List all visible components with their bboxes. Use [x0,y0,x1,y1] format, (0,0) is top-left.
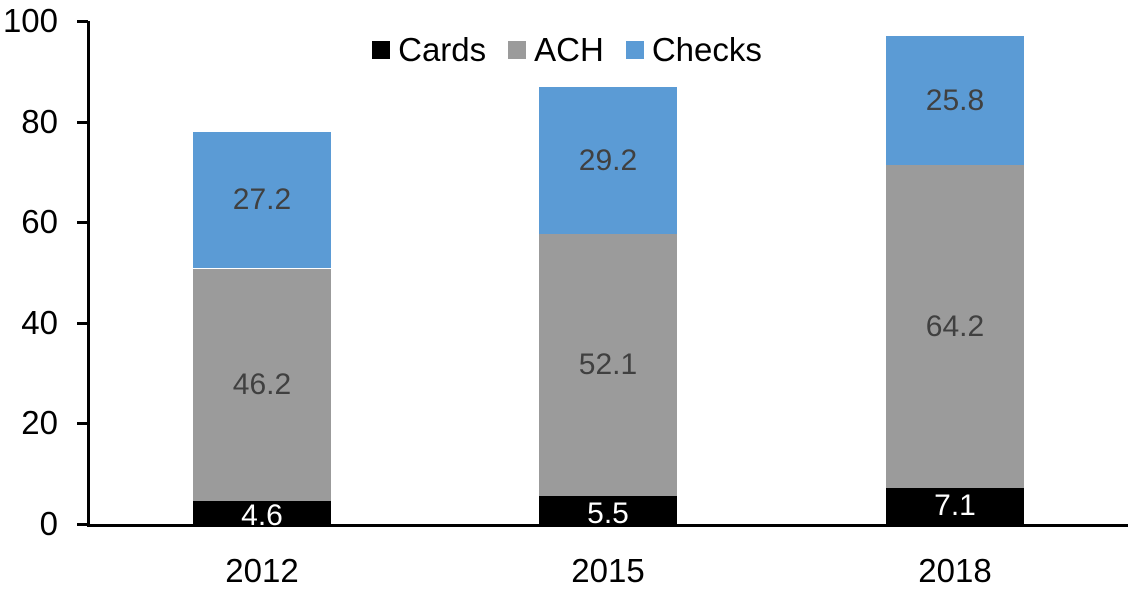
data-label-checks-2015: 29.2 [578,143,638,177]
bar-segment-checks-2015 [539,87,677,235]
x-axis-label-2012: 2012 [225,552,299,589]
data-label-cards-2012: 4.6 [241,499,283,533]
data-label-checks-2018: 25.8 [925,83,985,117]
y-axis-tick [77,221,88,225]
legend-label: Checks [651,31,762,68]
legend-swatch-ach [508,41,527,59]
y-axis-tick-label: 60 [21,203,58,241]
data-label-cards-2015: 5.5 [587,497,629,531]
data-label-cards-2018: 7.1 [934,489,976,523]
y-axis-tick-label: 0 [39,505,58,542]
x-axis-line [87,524,1128,527]
bar-segment-cards-2018 [886,488,1024,524]
bar-segment-ach-2018 [886,165,1024,489]
legend-swatch-checks [625,41,644,59]
x-axis-label-2018: 2018 [918,552,992,589]
bar-segment-cards-2012 [193,500,331,524]
legend-item-checks: Checks [625,31,762,69]
data-label-ach-2018: 64.2 [925,309,985,343]
bar-segment-ach-2015 [539,234,677,497]
legend-label: Cards [398,31,487,68]
y-axis-tick [77,321,88,325]
data-label-ach-2015: 52.1 [578,348,638,382]
y-axis-tick [77,20,88,23]
data-label-ach-2012: 46.2 [232,367,292,401]
y-axis-tick-label: 100 [2,2,58,39]
y-axis-tick-label: 40 [21,303,58,341]
chart-legend: Cards ACH Checks [0,31,1134,69]
y-axis-tick [77,523,88,526]
x-axis-label-2015: 2015 [571,552,645,589]
legend-item-cards: Cards [372,31,486,69]
bar-segment-ach-2012 [193,268,331,501]
y-axis-tick-label: 20 [21,404,58,442]
legend-item-ach: ACH [508,31,604,69]
y-axis-tick [77,422,88,426]
data-label-checks-2012: 27.2 [232,183,292,217]
y-axis-tick [77,120,88,124]
legend-swatch-cards [372,41,391,59]
y-axis-line [87,21,90,527]
y-axis-tick-label: 80 [21,102,58,140]
bar-segment-cards-2015 [539,496,677,524]
bar-segment-checks-2018 [886,35,1024,166]
legend-label: ACH [534,31,604,68]
bar-segment-checks-2012 [193,131,331,269]
